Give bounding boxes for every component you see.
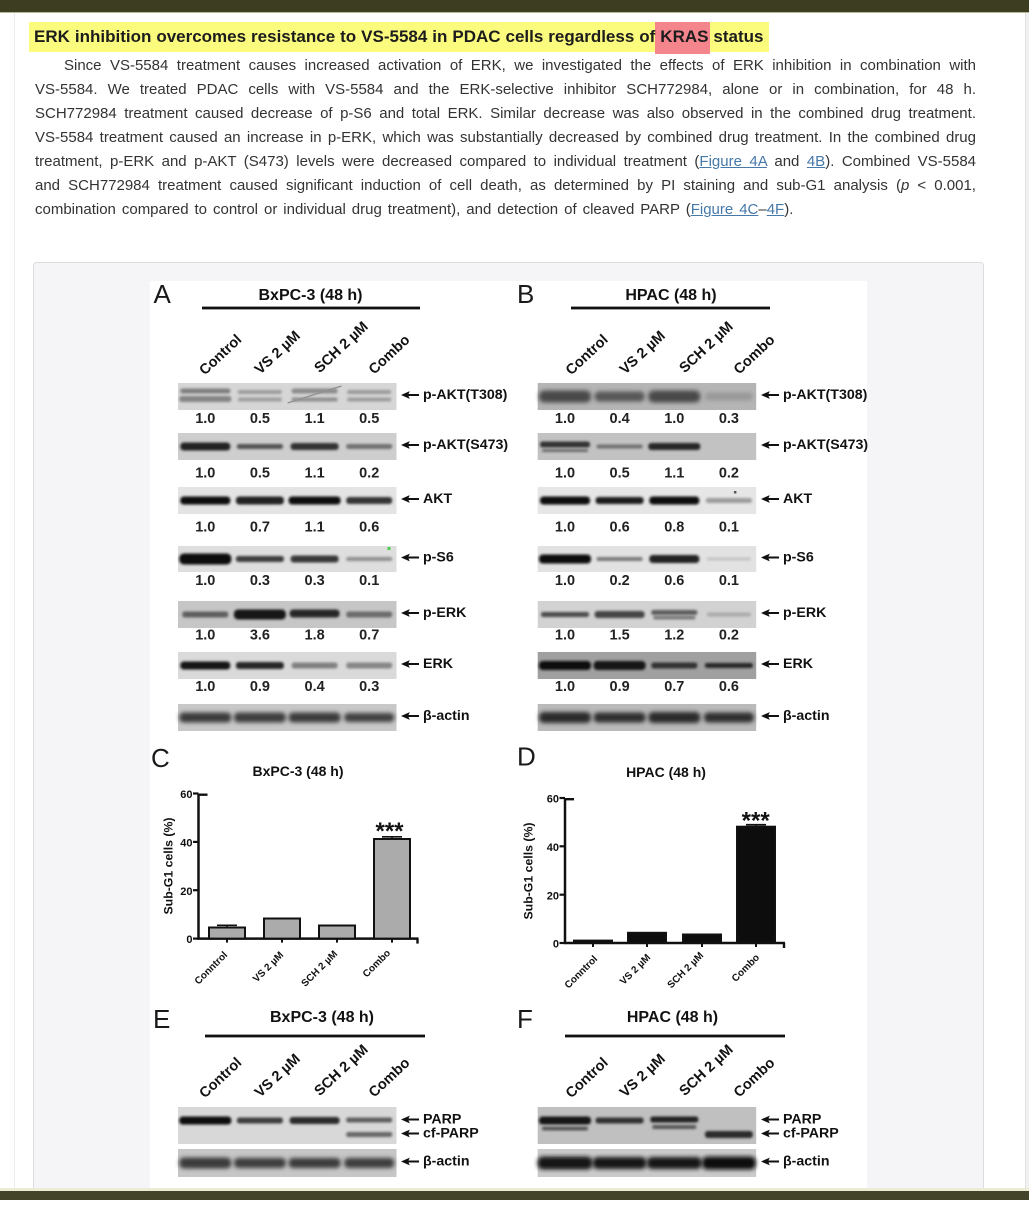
- svg-text:0.5: 0.5: [359, 411, 379, 427]
- svg-text:***: ***: [375, 818, 404, 845]
- svg-text:D: D: [517, 742, 536, 772]
- svg-text:0.2: 0.2: [610, 573, 630, 589]
- svg-text:BxPC-3 (48 h): BxPC-3 (48 h): [258, 287, 362, 304]
- svg-text:0.3: 0.3: [359, 679, 379, 695]
- svg-text:A: A: [154, 279, 172, 309]
- svg-text:β-actin: β-actin: [423, 708, 470, 724]
- svg-text:PARP: PARP: [783, 1111, 821, 1127]
- svg-text:3.6: 3.6: [250, 628, 270, 644]
- svg-text:0.7: 0.7: [250, 520, 270, 536]
- svg-text:1.0: 1.0: [555, 520, 575, 536]
- svg-text:ERK: ERK: [423, 656, 454, 672]
- svg-text:HPAC (48 h): HPAC (48 h): [627, 1009, 718, 1026]
- svg-text:BxPC-3 (48 h): BxPC-3 (48 h): [270, 1009, 374, 1026]
- svg-text:1.1: 1.1: [305, 411, 325, 427]
- svg-text:0.2: 0.2: [359, 466, 379, 482]
- svg-text:0.3: 0.3: [305, 573, 325, 589]
- svg-text:40: 40: [547, 842, 559, 854]
- svg-text:0.6: 0.6: [610, 520, 630, 536]
- svg-text:β-actin: β-actin: [783, 708, 830, 724]
- svg-text:Sub-G1 cells (%): Sub-G1 cells (%): [162, 817, 176, 914]
- svg-text:0.6: 0.6: [719, 679, 739, 695]
- svg-text:40: 40: [180, 838, 192, 850]
- svg-text:p-ERK: p-ERK: [423, 605, 467, 621]
- svg-text:p-AKT(T308): p-AKT(T308): [423, 387, 508, 403]
- svg-text:1.0: 1.0: [555, 628, 575, 644]
- svg-text:ERK: ERK: [783, 656, 814, 672]
- svg-text:β-actin: β-actin: [783, 1153, 830, 1169]
- svg-text:p-ERK: p-ERK: [783, 605, 827, 621]
- svg-text:0.5: 0.5: [250, 466, 270, 482]
- svg-text:1.1: 1.1: [664, 466, 684, 482]
- svg-text:0.2: 0.2: [719, 466, 739, 482]
- svg-text:HPAC (48 h): HPAC (48 h): [626, 764, 706, 780]
- svg-text:1.0: 1.0: [195, 628, 215, 644]
- svg-text:1.0: 1.0: [195, 466, 215, 482]
- svg-text:60: 60: [180, 789, 192, 801]
- svg-text:F: F: [517, 1004, 533, 1034]
- svg-text:AKT: AKT: [783, 491, 812, 507]
- svg-text:p-AKT(S473): p-AKT(S473): [423, 437, 508, 453]
- svg-text:0.1: 0.1: [719, 573, 739, 589]
- svg-text:p-AKT(S473): p-AKT(S473): [783, 437, 868, 453]
- svg-text:0.9: 0.9: [250, 679, 270, 695]
- svg-text:0.1: 0.1: [359, 573, 379, 589]
- svg-text:1.0: 1.0: [555, 466, 575, 482]
- svg-text:0.3: 0.3: [250, 573, 270, 589]
- svg-text:***: ***: [742, 808, 771, 835]
- svg-text:E: E: [153, 1004, 170, 1034]
- svg-text:0.9: 0.9: [610, 679, 630, 695]
- svg-text:0.8: 0.8: [664, 520, 684, 536]
- svg-text:0.3: 0.3: [719, 411, 739, 427]
- svg-text:0.6: 0.6: [359, 520, 379, 536]
- svg-text:0.2: 0.2: [719, 628, 739, 644]
- svg-text:1.0: 1.0: [555, 573, 575, 589]
- svg-text:60: 60: [547, 794, 559, 806]
- svg-text:0.4: 0.4: [610, 411, 630, 427]
- svg-text:HPAC (48 h): HPAC (48 h): [625, 287, 716, 304]
- svg-text:20: 20: [547, 890, 559, 902]
- svg-text:0: 0: [553, 939, 559, 951]
- svg-text:p-S6: p-S6: [423, 549, 454, 565]
- svg-text:0: 0: [186, 934, 192, 946]
- svg-text:1.5: 1.5: [610, 628, 630, 644]
- svg-text:C: C: [151, 743, 170, 773]
- svg-text:cf-PARP: cf-PARP: [423, 1125, 479, 1141]
- svg-text:BxPC-3 (48 h): BxPC-3 (48 h): [252, 763, 343, 779]
- svg-text:0.7: 0.7: [359, 628, 379, 644]
- svg-text:1.1: 1.1: [305, 466, 325, 482]
- svg-text:1.0: 1.0: [555, 411, 575, 427]
- svg-text:1.0: 1.0: [195, 520, 215, 536]
- svg-text:1.0: 1.0: [195, 679, 215, 695]
- svg-text:1.2: 1.2: [664, 628, 684, 644]
- svg-text:1.0: 1.0: [664, 411, 684, 427]
- svg-text:1.0: 1.0: [195, 411, 215, 427]
- svg-text:Sub-G1 cells (%): Sub-G1 cells (%): [522, 822, 536, 919]
- svg-text:20: 20: [180, 886, 192, 898]
- svg-text:0.1: 0.1: [719, 520, 739, 536]
- svg-text:1.0: 1.0: [555, 679, 575, 695]
- svg-text:0.5: 0.5: [250, 411, 270, 427]
- svg-text:0.5: 0.5: [610, 466, 630, 482]
- svg-text:p-S6: p-S6: [783, 549, 814, 565]
- svg-text:AKT: AKT: [423, 491, 452, 507]
- svg-text:0.6: 0.6: [664, 573, 684, 589]
- svg-text:0.7: 0.7: [664, 679, 684, 695]
- svg-text:1.0: 1.0: [195, 573, 215, 589]
- svg-text:β-actin: β-actin: [423, 1153, 470, 1169]
- svg-text:PARP: PARP: [423, 1111, 461, 1127]
- svg-text:p-AKT(T308): p-AKT(T308): [783, 387, 868, 403]
- svg-text:1.8: 1.8: [305, 628, 325, 644]
- svg-text:1.1: 1.1: [305, 520, 325, 536]
- svg-text:0.4: 0.4: [305, 679, 325, 695]
- svg-text:B: B: [517, 279, 534, 309]
- svg-text:cf-PARP: cf-PARP: [783, 1125, 839, 1141]
